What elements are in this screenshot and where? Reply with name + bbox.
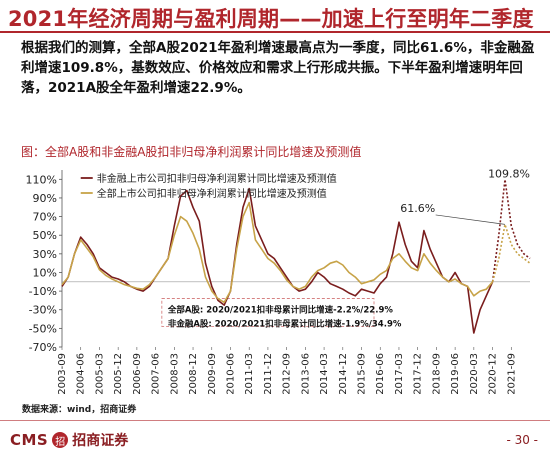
page-number: - 30 -: [506, 433, 538, 447]
x-tick-label: 2007-06: [151, 353, 162, 395]
y-tick-label: 30%: [33, 248, 57, 261]
x-tick-label: 2009-09: [207, 353, 218, 395]
x-tick-label: 2011-12: [263, 353, 274, 395]
y-tick-label: 10%: [33, 266, 57, 279]
y-tick-label: 50%: [33, 229, 57, 242]
x-tick-label: 2019-06: [450, 353, 461, 395]
x-tick-label: 2014-12: [338, 353, 349, 395]
x-tick-label: 2003-09: [57, 353, 68, 395]
x-tick-label: 2013-06: [300, 353, 311, 395]
legend-label: 全部上市公司扣非归母净利润累计同比增速及预测值: [97, 187, 327, 200]
x-tick-label: 2020-03: [469, 353, 480, 395]
peak-label-nonfin: 109.8%: [488, 168, 530, 181]
x-tick-label: 2005-03: [94, 353, 105, 395]
logo-mark-icon: 招: [52, 432, 69, 448]
x-tick-label: 2014-03: [319, 353, 330, 395]
x-tick-label: 2011-03: [244, 353, 255, 395]
y-tick-label: -10%: [29, 285, 57, 298]
logo-chinese-text: 招商证券: [72, 433, 129, 449]
y-tick-label: 90%: [33, 192, 57, 205]
y-tick-label: -30%: [29, 304, 57, 317]
line-chart: 110% 90% 70% 50% 30% 10% -10% -30% -50% -70%2003-…: [26, 168, 531, 395]
series-forecast-line-0: [491, 179, 531, 282]
summary-box-line: 全部A股: 2020/2021扣非母累计同比增速-2.2%/22.9%: [167, 305, 394, 316]
peak-pointer: [435, 214, 506, 225]
legend-label: 非金融上市公司扣非归母净利润累计同比增速及预测值: [97, 172, 337, 185]
series-forecast-line-1: [491, 224, 531, 283]
summary-box: [161, 298, 375, 327]
x-tick-label: 2012-09: [282, 353, 293, 395]
summary-box-line: 非金融A股: 2020/2021扣非母累计同比增速-1.9%/34.9%: [168, 319, 402, 330]
x-tick-label: 2016-06: [375, 353, 386, 395]
x-tick-label: 2015-09: [357, 353, 368, 395]
summary-paragraph: 根据我们的测算，全部A股2021年盈利增速最高点为一季度，同比61.6%，非金融…: [21, 40, 535, 96]
x-tick-label: 2021-09: [506, 353, 517, 395]
x-tick-label: 2020-12: [488, 353, 499, 395]
peak-label-all: 61.6%: [400, 202, 435, 215]
x-tick-label: 2006-09: [132, 353, 143, 395]
chart-area: 110% 90% 70% 50% 30% 10% -10% -30% -50% -70% 2003-…: [0, 160, 550, 400]
x-tick-label: 2017-03: [394, 353, 405, 395]
y-tick-label: 110%: [26, 173, 57, 186]
y-tick-label: -50%: [29, 322, 57, 335]
data-source: 数据来源：wind，招商证券: [22, 405, 137, 415]
figure-caption: 图：全部A股和非金融A股扣非归母净利润累计同比增速及预测值: [21, 145, 362, 159]
x-tick-label: 2004-06: [76, 353, 87, 395]
y-tick-label: 70%: [33, 211, 57, 224]
x-tick-label: 2005-12: [113, 353, 124, 395]
series-line-1: [61, 201, 494, 304]
y-tick-label: -70%: [29, 341, 57, 354]
page-title: 2021年经济周期与盈利周期——加速上行至明年二季度: [8, 7, 534, 31]
x-tick-label: 2008-03: [169, 353, 180, 395]
title-underline: [0, 31, 550, 33]
x-tick-label: 2017-12: [413, 353, 424, 395]
footer-divider: [0, 420, 550, 421]
cms-logo: CMS 招 招商证券: [10, 430, 128, 450]
x-tick-label: 2008-12: [188, 353, 199, 395]
x-tick-label: 2018-09: [431, 353, 442, 395]
x-tick-label: 2010-06: [225, 353, 236, 395]
logo-cms-text: CMS: [10, 431, 49, 449]
